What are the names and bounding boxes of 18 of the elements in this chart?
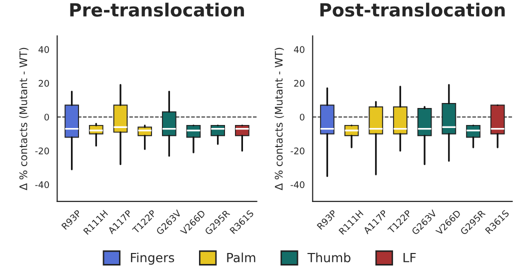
y-tick-label: 0 [44,114,49,121]
y-tick-label: -20 [290,148,304,154]
y-tick-label: 20 [294,80,304,87]
y-tick-label: 40 [294,46,304,53]
legend-label: Palm [227,252,256,262]
y-tick-label: -20 [35,148,49,154]
legend-label: Fingers [130,252,174,265]
chart-title: Post-translocation [320,2,505,17]
y-tick-label: 20 [38,80,49,87]
y-tick-label: -40 [290,181,304,188]
y-tick-label: 0 [300,114,304,121]
y-tick-label: -40 [35,181,49,188]
y-tick-label: 40 [38,46,49,53]
legend-label: Thumb [307,252,350,262]
y-axis-title: Δ % contacts (Mutant - WT) [274,48,284,190]
y-axis-title: Δ % contacts (Mutant - WT) [19,48,28,190]
chart-title: Pre-translocation [70,2,244,17]
legend-label: LF [404,253,416,262]
